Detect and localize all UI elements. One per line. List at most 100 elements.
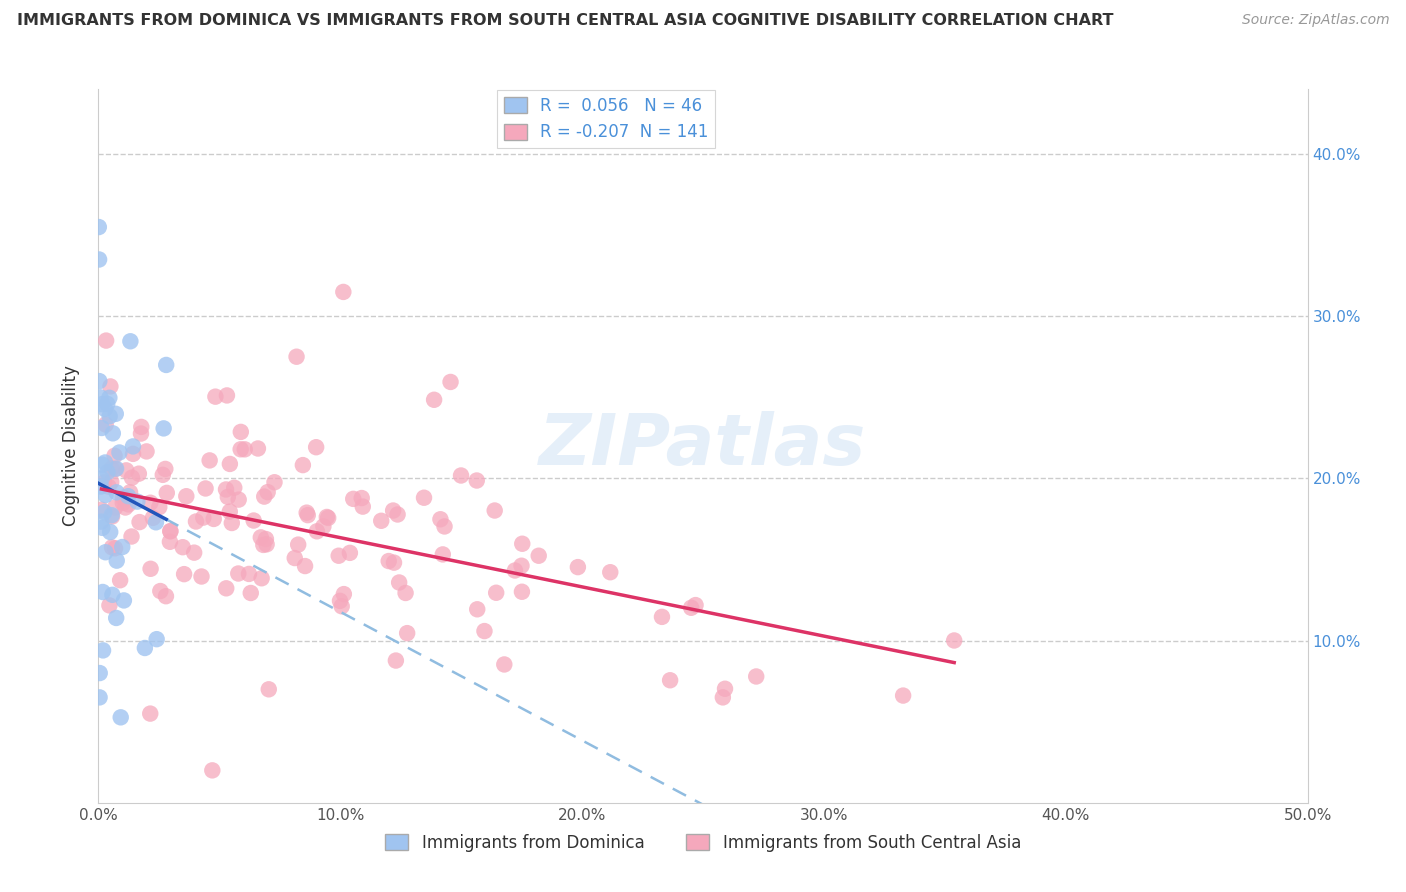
Point — [155, 589, 177, 603]
Point — [91, 397, 114, 411]
Point — [159, 524, 181, 538]
Point — [599, 565, 621, 579]
Y-axis label: Cognitive Disability: Cognitive Disability — [62, 366, 80, 526]
Text: ZIPatlas: ZIPatlas — [540, 411, 866, 481]
Point — [156, 486, 179, 500]
Point — [98, 409, 121, 424]
Point — [98, 599, 121, 613]
Point — [229, 425, 252, 439]
Point — [115, 463, 138, 477]
Point — [121, 470, 143, 484]
Point — [221, 516, 243, 530]
Point — [215, 483, 238, 497]
Point — [122, 447, 145, 461]
Point — [382, 556, 405, 570]
Point — [494, 657, 516, 672]
Point — [316, 511, 339, 525]
Point — [285, 350, 308, 364]
Point — [329, 594, 352, 608]
Point — [101, 509, 124, 524]
Point — [297, 508, 319, 523]
Point — [149, 584, 172, 599]
Point — [350, 491, 373, 505]
Point — [108, 445, 131, 459]
Point — [112, 593, 135, 607]
Point — [659, 673, 682, 688]
Legend: Immigrants from Dominica, Immigrants from South Central Asia: Immigrants from Dominica, Immigrants fro… — [378, 828, 1028, 859]
Point — [567, 560, 589, 574]
Point — [91, 521, 114, 535]
Point — [202, 512, 225, 526]
Point — [114, 491, 136, 505]
Point — [100, 475, 122, 489]
Point — [305, 440, 328, 454]
Point — [250, 571, 273, 585]
Point — [263, 475, 285, 490]
Point — [108, 573, 131, 587]
Point — [104, 407, 127, 421]
Point — [394, 586, 416, 600]
Point — [242, 514, 264, 528]
Point — [315, 510, 337, 524]
Point — [103, 449, 125, 463]
Point — [105, 611, 128, 625]
Point — [291, 458, 314, 472]
Point — [159, 524, 181, 539]
Point — [93, 475, 115, 490]
Point — [198, 453, 221, 467]
Point — [121, 529, 143, 543]
Point — [681, 600, 703, 615]
Point — [294, 559, 316, 574]
Point — [128, 515, 150, 529]
Point — [94, 545, 117, 559]
Point — [98, 524, 121, 539]
Point — [98, 391, 121, 405]
Point — [91, 585, 114, 599]
Point — [89, 390, 111, 404]
Point — [204, 390, 226, 404]
Point — [94, 455, 117, 469]
Point — [711, 690, 734, 705]
Point — [439, 375, 461, 389]
Point — [139, 562, 162, 576]
Point — [429, 512, 451, 526]
Point — [943, 633, 966, 648]
Point — [173, 567, 195, 582]
Point — [253, 490, 276, 504]
Point — [224, 481, 246, 495]
Point — [91, 458, 114, 472]
Point — [105, 554, 128, 568]
Point — [94, 488, 117, 502]
Point — [396, 626, 419, 640]
Point — [201, 764, 224, 778]
Point — [233, 442, 256, 457]
Point — [105, 461, 128, 475]
Point — [215, 582, 238, 596]
Point — [134, 640, 156, 655]
Point — [97, 480, 120, 494]
Point — [94, 334, 117, 348]
Point — [332, 285, 354, 299]
Point — [339, 546, 361, 560]
Point — [312, 519, 335, 533]
Point — [256, 537, 278, 551]
Point — [96, 397, 118, 411]
Point — [111, 491, 134, 505]
Point — [90, 479, 112, 493]
Point — [295, 506, 318, 520]
Point — [257, 682, 280, 697]
Point — [183, 546, 205, 560]
Point — [370, 514, 392, 528]
Point — [218, 505, 240, 519]
Point — [238, 566, 260, 581]
Point — [87, 220, 110, 235]
Point — [484, 503, 506, 517]
Point — [104, 500, 127, 515]
Point — [101, 541, 124, 555]
Point — [342, 491, 364, 506]
Point — [139, 496, 162, 510]
Point — [100, 461, 122, 475]
Point — [100, 379, 122, 393]
Point — [104, 541, 127, 556]
Point — [252, 538, 274, 552]
